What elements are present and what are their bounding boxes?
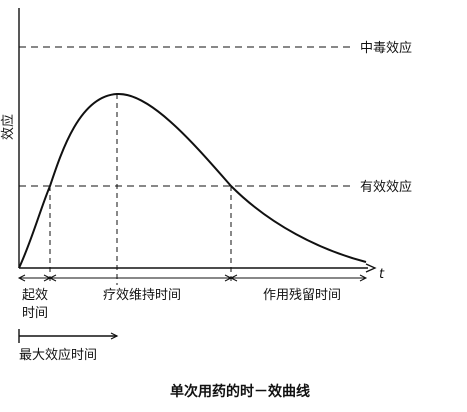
peak-time-span: [18, 329, 119, 343]
effective-threshold-label: 有效效应: [360, 179, 412, 195]
toxic-threshold-label: 中毒效应: [360, 40, 412, 56]
residual-span: [229, 274, 368, 282]
time-effect-curve: [18, 92, 367, 269]
figure-caption: 单次用药的时－效曲线: [170, 383, 310, 400]
onset-label-line2: 时间: [22, 306, 48, 321]
x-axis-arrow: [365, 263, 377, 273]
residual-label: 作用残留时间: [263, 288, 341, 303]
y-axis-label: 效应: [0, 114, 16, 140]
maintenance-span: [48, 274, 233, 282]
peak-time-label: 最大效应时间: [19, 347, 97, 363]
onset-span: [17, 274, 52, 282]
x-axis-label: t: [379, 267, 385, 282]
maintenance-label: 疗效维持时间: [103, 288, 181, 303]
onset-label-line1: 起效: [22, 288, 48, 303]
